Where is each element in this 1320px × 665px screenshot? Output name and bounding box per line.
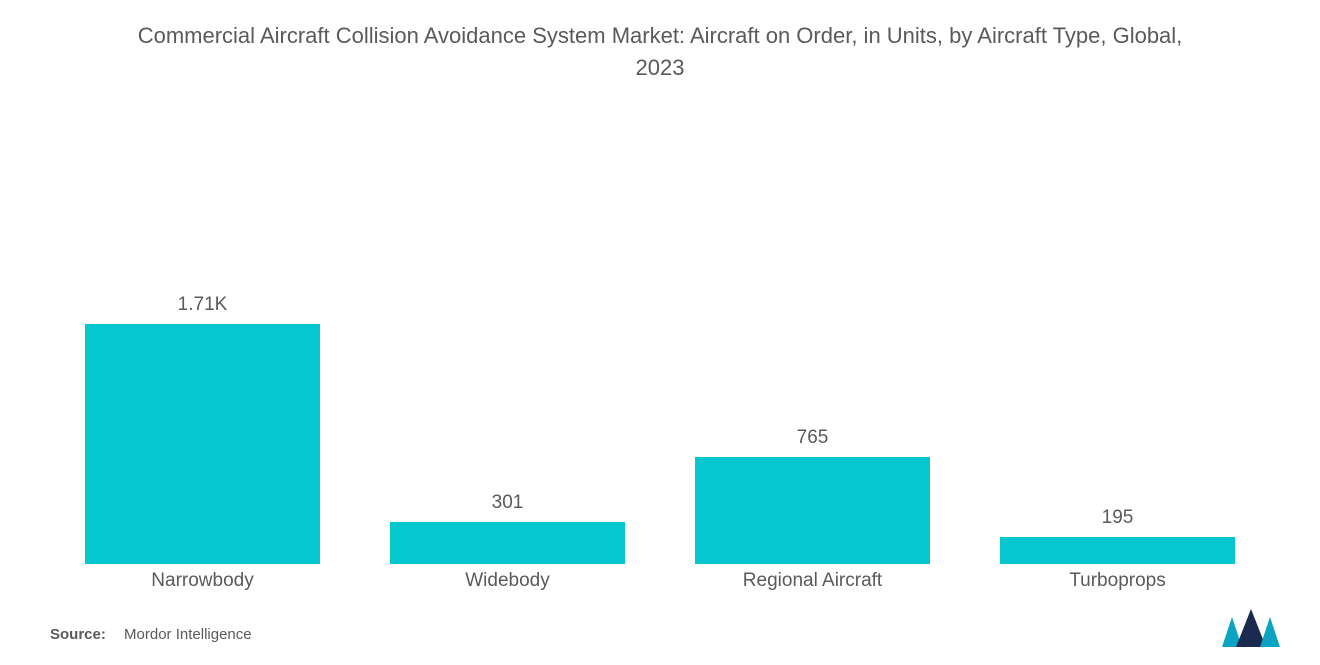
chart-title: Commercial Aircraft Collision Avoidance … (135, 20, 1185, 84)
chart-container: Commercial Aircraft Collision Avoidance … (0, 0, 1320, 665)
source-name: Mordor Intelligence (124, 626, 252, 643)
x-axis-labels: Narrowbody Widebody Regional Aircraft Tu… (50, 570, 1270, 604)
bar-narrowbody (85, 324, 320, 564)
mordor-logo-icon (1222, 609, 1280, 647)
bar-group-widebody: 301 (373, 224, 643, 564)
bar-regional (695, 457, 930, 564)
x-label-widebody: Widebody (373, 570, 643, 592)
bar-value-label: 195 (1102, 507, 1134, 529)
bar-group-narrowbody: 1.71K (68, 224, 338, 564)
bar-chart: 1.71K 301 765 195 Narrowbody Widebody Re… (50, 174, 1270, 604)
bar-value-label: 765 (797, 427, 829, 449)
x-label-narrowbody: Narrowbody (68, 570, 338, 592)
x-label-turboprops: Turboprops (983, 570, 1253, 592)
bar-value-label: 301 (492, 492, 524, 514)
bar-widebody (390, 522, 625, 564)
source-label: Source: (50, 626, 106, 643)
bar-turboprops (1000, 537, 1235, 564)
bars-row: 1.71K 301 765 195 (50, 224, 1270, 564)
x-label-regional: Regional Aircraft (678, 570, 948, 592)
bar-group-regional: 765 (678, 224, 948, 564)
bar-group-turboprops: 195 (983, 224, 1253, 564)
source-footer: Source: Mordor Intelligence (50, 626, 252, 643)
bar-value-label: 1.71K (178, 294, 228, 316)
